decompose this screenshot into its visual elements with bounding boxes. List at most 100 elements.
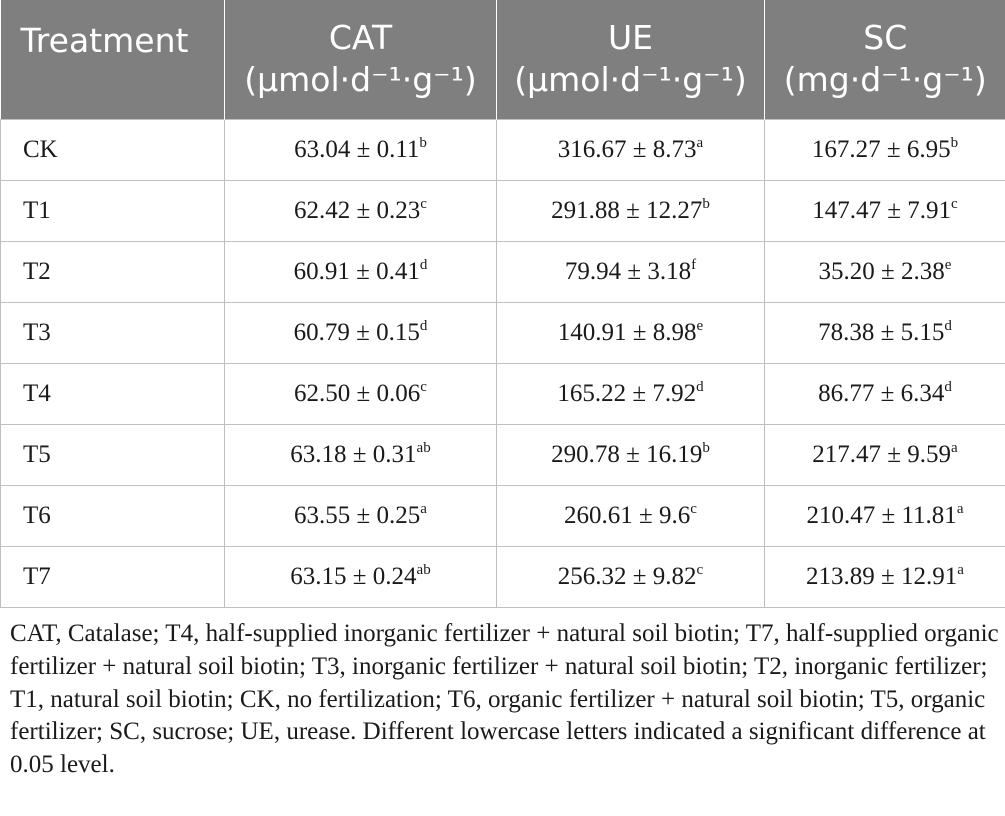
- treatment-cell: T1: [0, 179, 225, 242]
- cat-significance: b: [419, 134, 427, 151]
- sc-significance: a: [957, 561, 964, 578]
- cat-value: 60.91 ± 0.41: [293, 257, 420, 285]
- header-row: Treatment CAT (μmol·d⁻¹·g⁻¹) UE (μmol·d⁻…: [0, 0, 1005, 119]
- table-row: T4 62.50 ± 0.06c 165.22 ± 7.92d 86.77 ± …: [0, 362, 1005, 425]
- cat-cell: 62.50 ± 0.06c: [224, 362, 497, 425]
- sc-cell: 217.47 ± 9.59a: [764, 423, 1005, 486]
- sc-significance: a: [956, 500, 964, 517]
- sc-cell: 167.27 ± 6.95b: [764, 118, 1005, 181]
- sc-value: 217.47 ± 9.59: [812, 440, 952, 468]
- cat-cell: 63.18 ± 0.31ab: [224, 423, 497, 486]
- sc-cell: 213.89 ± 12.91a: [764, 545, 1005, 608]
- ue-significance: f: [691, 256, 697, 273]
- cat-significance: a: [420, 500, 427, 517]
- header-cat: CAT (μmol·d⁻¹·g⁻¹): [224, 0, 497, 119]
- ue-significance: c: [690, 500, 697, 517]
- cat-value: 63.55 ± 0.25: [294, 501, 421, 529]
- table-row: CK 63.04 ± 0.11b 316.67 ± 8.73a 167.27 ±…: [0, 118, 1005, 181]
- treatment-cell: T5: [0, 423, 225, 486]
- sc-value: 213.89 ± 12.91: [806, 562, 958, 590]
- cat-cell: 60.79 ± 0.15d: [224, 301, 497, 364]
- header-title: Treatment: [20, 21, 189, 60]
- table-header: Treatment CAT (μmol·d⁻¹·g⁻¹) UE (μmol·d⁻…: [0, 0, 1005, 119]
- cat-cell: 63.15 ± 0.24ab: [224, 545, 497, 608]
- sc-significance: b: [950, 134, 959, 151]
- sc-cell: 78.38 ± 5.15d: [764, 301, 1005, 364]
- sc-significance: d: [944, 317, 952, 334]
- sc-value: 210.47 ± 11.81: [806, 501, 957, 529]
- sc-value: 78.38 ± 5.15: [818, 318, 945, 346]
- treatment-cell: T4: [0, 362, 225, 425]
- cat-cell: 60.91 ± 0.41d: [224, 240, 497, 303]
- treatment-cell: T3: [0, 301, 225, 364]
- sc-cell: 86.77 ± 6.34d: [764, 362, 1005, 425]
- cat-value: 63.04 ± 0.11: [294, 135, 420, 163]
- cat-significance: c: [420, 378, 427, 395]
- header-title: UE: [607, 18, 653, 58]
- table-row: T3 60.79 ± 0.15d 140.91 ± 8.98e 78.38 ± …: [0, 301, 1005, 364]
- header-ue: UE (μmol·d⁻¹·g⁻¹): [496, 0, 765, 119]
- ue-significance: b: [702, 195, 710, 212]
- sc-significance: c: [951, 195, 958, 212]
- table-row: T6 63.55 ± 0.25a 260.61 ± 9.6c 210.47 ± …: [0, 484, 1005, 547]
- sc-value: 167.27 ± 6.95: [811, 135, 951, 163]
- cat-significance: ab: [416, 561, 431, 578]
- cat-value: 63.18 ± 0.31: [290, 440, 417, 468]
- cat-cell: 63.55 ± 0.25a: [224, 484, 497, 547]
- sc-value: 147.47 ± 7.91: [812, 196, 952, 224]
- ue-value: 291.88 ± 12.27: [551, 196, 703, 224]
- cat-cell: 62.42 ± 0.23c: [224, 179, 497, 242]
- ue-value: 79.94 ± 3.18: [564, 257, 692, 285]
- header-sc: SC (mg·d⁻¹·g⁻¹): [764, 0, 1005, 119]
- ue-significance: a: [696, 134, 704, 151]
- ue-cell: 140.91 ± 8.98e: [496, 301, 765, 364]
- cat-cell: 63.04 ± 0.11b: [224, 118, 497, 181]
- sc-significance: a: [951, 439, 958, 456]
- ue-significance: d: [696, 378, 704, 395]
- sc-significance: d: [944, 378, 952, 395]
- table-body: CK 63.04 ± 0.11b 316.67 ± 8.73a 167.27 ±…: [0, 118, 1005, 608]
- ue-value: 165.22 ± 7.92: [557, 379, 697, 407]
- table-row: T2 60.91 ± 0.41d 79.94 ± 3.18f 35.20 ± 2…: [0, 240, 1005, 303]
- ue-cell: 260.61 ± 9.6c: [496, 484, 765, 547]
- cat-value: 62.50 ± 0.06: [294, 379, 421, 407]
- sc-significance: e: [944, 256, 952, 273]
- cat-value: 60.79 ± 0.15: [293, 318, 420, 346]
- ue-significance: b: [702, 439, 710, 456]
- header-unit: (mg·d⁻¹·g⁻¹): [783, 60, 987, 100]
- sc-cell: 147.47 ± 7.91c: [764, 179, 1005, 242]
- sc-value: 86.77 ± 6.34: [818, 379, 945, 407]
- cat-significance: d: [419, 317, 428, 334]
- sc-cell: 210.47 ± 11.81a: [764, 484, 1005, 547]
- table-row: T5 63.18 ± 0.31ab 290.78 ± 16.19b 217.47…: [0, 423, 1005, 486]
- cat-significance: d: [419, 256, 428, 273]
- sc-value: 35.20 ± 2.38: [818, 257, 945, 285]
- header-unit: (μmol·d⁻¹·g⁻¹): [514, 60, 747, 100]
- table-row: T1 62.42 ± 0.23c 291.88 ± 12.27b 147.47 …: [0, 179, 1005, 242]
- ue-cell: 291.88 ± 12.27b: [496, 179, 765, 242]
- enzyme-activity-table: Treatment CAT (μmol·d⁻¹·g⁻¹) UE (μmol·d⁻…: [0, 0, 1005, 608]
- header-unit: (μmol·d⁻¹·g⁻¹): [244, 60, 477, 100]
- treatment-cell: CK: [0, 118, 225, 181]
- ue-significance: e: [696, 317, 704, 334]
- ue-value: 316.67 ± 8.73: [557, 135, 697, 163]
- treatment-cell: T7: [0, 545, 225, 608]
- cat-value: 62.42 ± 0.23: [294, 196, 421, 224]
- treatment-cell: T2: [0, 240, 225, 303]
- ue-cell: 79.94 ± 3.18f: [496, 240, 765, 303]
- header-title: CAT: [328, 18, 393, 58]
- ue-cell: 165.22 ± 7.92d: [496, 362, 765, 425]
- ue-value: 140.91 ± 8.98: [557, 318, 697, 346]
- ue-cell: 256.32 ± 9.82c: [496, 545, 765, 608]
- cat-significance: c: [420, 195, 427, 212]
- table-row: T7 63.15 ± 0.24ab 256.32 ± 9.82c 213.89 …: [0, 545, 1005, 608]
- treatment-cell: T6: [0, 484, 225, 547]
- cat-significance: ab: [416, 439, 431, 456]
- ue-significance: c: [696, 561, 704, 578]
- table-footnote: CAT, Catalase; T4, half-supplied inorgan…: [10, 620, 999, 779]
- ue-cell: 290.78 ± 16.19b: [496, 423, 765, 486]
- cat-value: 63.15 ± 0.24: [290, 562, 417, 590]
- ue-value: 256.32 ± 9.82: [557, 562, 697, 590]
- header-treatment: Treatment: [1, 0, 225, 119]
- ue-value: 260.61 ± 9.6: [564, 501, 691, 529]
